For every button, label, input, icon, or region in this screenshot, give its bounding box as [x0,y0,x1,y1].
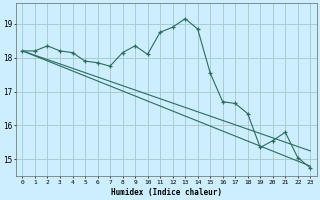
X-axis label: Humidex (Indice chaleur): Humidex (Indice chaleur) [111,188,222,197]
